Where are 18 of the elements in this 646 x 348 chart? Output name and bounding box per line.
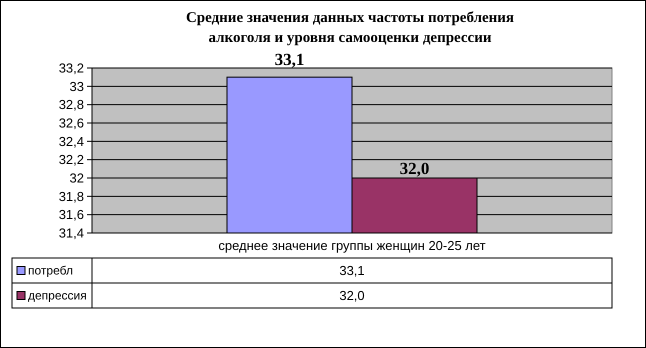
y-tick-label: 32,6: [58, 116, 84, 131]
chart-title: Средние значения данных частоты потребления алкоголя и уровня самооценки депрессии: [186, 10, 514, 46]
y-tick-label: 31,8: [58, 188, 84, 204]
data-label: 32,0: [400, 159, 430, 178]
text: 32,0: [339, 288, 365, 304]
x-tick-label: среднее значение группы женщин 20-25 лет: [218, 238, 486, 254]
legend-label: депрессия: [28, 288, 87, 303]
y-tick-label: 32,8: [58, 97, 84, 112]
y-tick-label: 32,2: [58, 152, 84, 168]
legend-label: потребл: [28, 264, 73, 278]
y-tick-label: 33: [70, 78, 84, 94]
data-label: 33,1: [274, 50, 304, 69]
y-tick-label: 32: [70, 170, 84, 186]
y-tick-label: 33,2: [58, 60, 84, 76]
y-tick-label: 32,4: [58, 134, 84, 149]
y-tick-label: 31,6: [58, 207, 84, 222]
text: 33,1: [339, 263, 365, 278]
y-tick-label: 31,4: [58, 226, 84, 241]
